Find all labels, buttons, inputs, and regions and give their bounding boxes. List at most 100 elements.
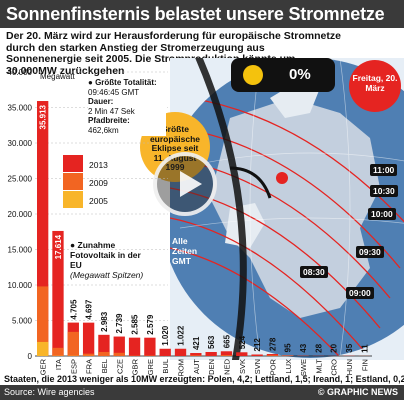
x-tick-label: DEN [207, 359, 216, 375]
y-tick-label: 35.000 [8, 104, 33, 113]
bar-2013-GER [37, 101, 49, 356]
bar-2013-SVN [251, 354, 263, 356]
bar-2009-ITA [52, 347, 64, 356]
x-tick-label: POR [268, 358, 277, 375]
play-icon[interactable] [180, 171, 202, 197]
bar-value-label: 1.020 [161, 325, 170, 346]
bar-2009-POR [266, 355, 279, 356]
x-tick-label: HUN [345, 359, 354, 375]
bar-value-label: 665 [222, 334, 231, 348]
bar-value-label: 4.697 [85, 299, 94, 320]
time-label: 10:00 [368, 208, 396, 220]
x-tick-label: ESP [69, 359, 78, 374]
legend-label-2013: 2013 [89, 160, 108, 170]
time-label: 08:30 [300, 266, 328, 278]
page-title: Sonnenfinsternis belastet unsere Stromne… [6, 4, 385, 24]
totality-time: 09:46:45 GMT [88, 87, 140, 97]
bar-value-label: 2.585 [131, 314, 140, 335]
x-tick-label: LUX [284, 359, 293, 374]
x-tick-label: SWE [299, 359, 308, 376]
bar-2009-GER [37, 286, 49, 356]
x-tick-label: BUL [161, 359, 170, 374]
bar-value-label: 35 [345, 343, 354, 352]
totality-path [186, 36, 247, 389]
bar-2013-BEL [98, 334, 110, 356]
date-badge-text: Freitag, 20. März [352, 73, 398, 93]
y-tick-label: 40.000 [8, 68, 33, 77]
date-badge: Freitag, 20. März [349, 60, 401, 112]
bar-value-label: 278 [268, 337, 277, 351]
x-tick-label: GER [39, 358, 48, 375]
title-bar: Sonnenfinsternis belastet unsere Stromne… [0, 0, 404, 28]
legend-swatch-2005 [63, 191, 83, 208]
times-note: Alle Zeiten GMT [172, 236, 198, 266]
bar-2013-SVK [236, 352, 248, 356]
time-label: 09:30 [356, 246, 384, 258]
time-label: 10:30 [370, 185, 398, 197]
source-text: Source: Wire agencies [4, 387, 95, 397]
totality-info-panel: ● Größte Totalität: 09:46:45 GMT Dauer: … [88, 78, 166, 136]
x-tick-label: SVN [253, 359, 262, 374]
time-label: 09:00 [346, 287, 374, 299]
pv-annotation: ● Zunahme Fotovoltaik in der EU (Megawat… [70, 240, 145, 280]
bar-value-label: 95 [284, 343, 293, 352]
bar-value-label: 2.739 [115, 313, 124, 334]
y-axis-label: Megawatt [40, 72, 75, 81]
bar-value-label: 43 [299, 343, 308, 352]
bar-2013-NED [220, 351, 233, 356]
x-tick-label: ROM [177, 359, 186, 377]
x-tick-label: NED [222, 358, 231, 374]
y-tick-label: 5.000 [12, 317, 33, 326]
annotation-note: (Megawatt Spitzen) [70, 270, 144, 280]
bar-2009-FRA [82, 353, 95, 356]
bar-2013-CZE [113, 336, 125, 356]
y-tick-label: 10.000 [8, 281, 33, 290]
bar-value-label: 28 [314, 343, 323, 352]
annotation-title: ● Zunahme Fotovoltaik in der EU [70, 240, 141, 270]
bar-2009-CZE [113, 352, 125, 356]
x-tick-label: MLT [314, 359, 323, 374]
bar-2013-POR [266, 354, 279, 356]
source-bar: Source: Wire agencies © GRAPHIC NEWS [0, 385, 404, 400]
x-tick-label: ITA [54, 359, 63, 370]
x-tick-label: FIN [360, 359, 369, 371]
bar-value-label: 524 [238, 335, 247, 349]
bar-2013-BUL [159, 348, 171, 356]
bar-value-label: 11 [360, 344, 369, 353]
bar-value-label: 35.913 [39, 104, 48, 129]
bar-value-label: 421 [192, 336, 201, 350]
annotation-title-text: Zunahme Fotovoltaik in der EU [70, 240, 141, 270]
bar-2013-DEN [205, 352, 217, 356]
footnote: Staaten, die 2013 weniger als 10MW erzeu… [4, 374, 404, 384]
x-tick-label: SVK [238, 359, 247, 374]
duration-value: 2 Min 47 Sek [88, 106, 135, 116]
path-width-label: Pfadbreite: [88, 116, 130, 125]
bar-value-label: 212 [253, 338, 262, 352]
bar-2013-GRE [144, 337, 156, 356]
bar-2013-LUX [282, 355, 294, 356]
x-tick-label: FRA [85, 359, 94, 374]
time-label: 11:00 [370, 164, 398, 176]
bar-value-label: 1.022 [177, 325, 186, 346]
y-tick-label: 30.000 [8, 139, 33, 148]
y-tick-label: 0 [28, 352, 33, 361]
subtitle: Der 20. März wird zur Herausforderung fü… [6, 30, 341, 77]
map-area [160, 36, 404, 389]
legend-swatch-2013 [63, 155, 83, 172]
bar-value-label: 563 [207, 335, 216, 349]
bar-value-label: 2.579 [146, 314, 155, 335]
legend-label-2005: 2005 [89, 196, 108, 206]
play-button[interactable] [153, 152, 217, 216]
bar-2013-ROM [174, 348, 187, 356]
bar-2009-ESP [67, 331, 79, 356]
y-tick-label: 20.000 [8, 210, 33, 219]
path-width-value: 462,6km [88, 125, 119, 135]
x-tick-label: GRE [146, 359, 155, 375]
bar-value-label: 17.614 [54, 234, 63, 259]
y-tick-label: 25.000 [8, 175, 33, 184]
bar-2013-AUT [190, 353, 202, 356]
globe-map [160, 36, 404, 389]
totality-arc [229, 166, 272, 199]
